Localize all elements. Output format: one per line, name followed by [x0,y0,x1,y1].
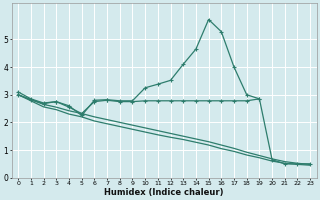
X-axis label: Humidex (Indice chaleur): Humidex (Indice chaleur) [104,188,224,197]
